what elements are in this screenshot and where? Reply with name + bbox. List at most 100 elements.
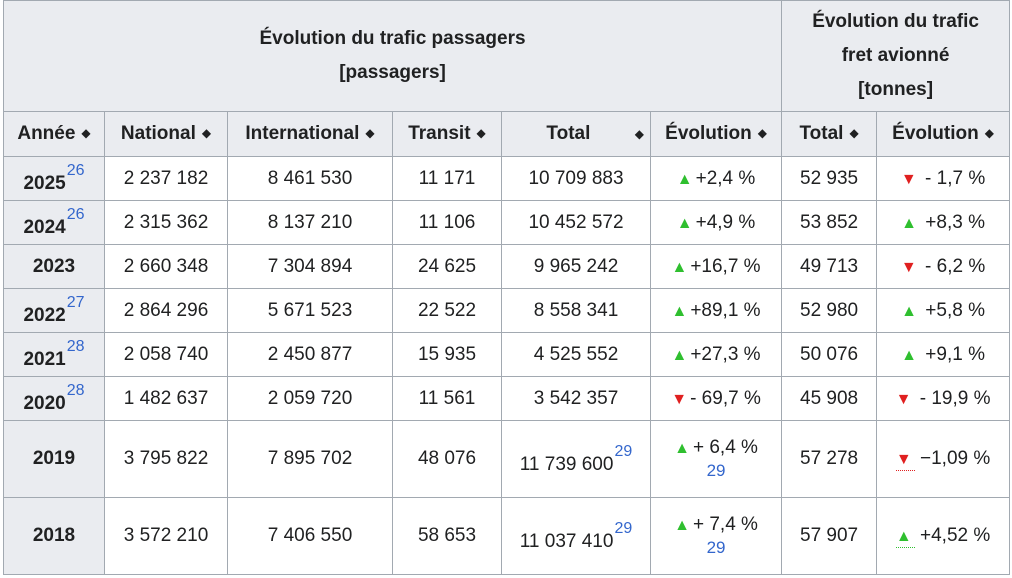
freight-evolution-cell: ▼ - 19,9 % [876, 376, 1011, 421]
evolution-cell: ▲ +2,4 % [649, 156, 783, 201]
col-header-transit[interactable]: Transit ◆ [392, 111, 502, 157]
international-cell: 2 450 877 [227, 332, 393, 377]
triangle-down-icon: ▼ [895, 390, 912, 408]
col-header-evolution-passengers[interactable]: Évolution ◆ [649, 111, 783, 157]
national-cell: 2 864 296 [104, 288, 228, 333]
international-cell: 5 671 523 [227, 288, 393, 333]
reference-link[interactable]: 26 [66, 206, 85, 223]
reference-link[interactable]: 28 [66, 338, 85, 355]
year-cell: 2019 [3, 420, 105, 498]
triangle-down-icon: ▼ [900, 170, 917, 188]
triangle-down-icon: ▼ [895, 450, 912, 468]
table-row: 202227 2 864 296 5 671 523 22 522 8 558 341 ▲… [3, 288, 1011, 333]
year-cell: 202128 [3, 332, 105, 377]
year-cell: 202526 [3, 156, 105, 201]
transit-cell: 15 935 [392, 332, 502, 377]
freight-evolution-cell: ▼ −1,09 % [876, 420, 1011, 498]
total-cell: 11 037 41029 [501, 497, 651, 575]
freight-total-cell: 57 278 [781, 420, 878, 498]
reference-link[interactable]: 29 [614, 442, 633, 460]
triangle-up-icon: ▲ [671, 346, 688, 364]
col-header-total-passengers[interactable]: ◆ Total [501, 111, 651, 157]
passengers-unit: [passagers] [339, 62, 446, 83]
total-cell: 9 965 242 [501, 244, 651, 289]
reference-link[interactable]: 28 [66, 382, 85, 399]
international-cell: 8 137 210 [227, 200, 393, 245]
evolution-marker: ▼ [895, 449, 915, 471]
transit-cell: 11 171 [392, 156, 502, 201]
freight-evolution-cell: ▲ +8,3 % [876, 200, 1011, 245]
evolution-cell: ▲ +16,7 % [649, 244, 783, 289]
table-row: 202426 2 315 362 8 137 210 11 106 10 452 572… [3, 200, 1011, 245]
freight-evolution-cell: ▲ +9,1 % [876, 332, 1011, 377]
table-row: 2023 2 660 348 7 304 894 24 625 9 965 242 ▲ +1… [3, 244, 1011, 289]
sort-icon[interactable]: ◆ [984, 126, 994, 140]
sort-icon[interactable]: ◆ [849, 126, 859, 140]
year-cell: 202028 [3, 376, 105, 421]
international-cell: 2 059 720 [227, 376, 393, 421]
col-header-evolution-freight[interactable]: Évolution ◆ [876, 111, 1011, 157]
year-cell: 202227 [3, 288, 105, 333]
transit-cell: 11 106 [392, 200, 502, 245]
triangle-up-icon: ▲ [674, 516, 690, 534]
transit-cell: 58 653 [392, 497, 502, 575]
col-header-annee[interactable]: Année ◆ [3, 111, 105, 157]
sort-icon[interactable]: ◆ [476, 126, 486, 140]
evolution-cell: ▲ + 7,4 % 29 [649, 497, 783, 575]
evolution-cell: ▲ +27,3 % [649, 332, 783, 377]
year-cell: 2018 [3, 497, 105, 575]
national-cell: 1 482 637 [104, 376, 228, 421]
triangle-up-icon: ▲ [676, 170, 693, 188]
freight-title-line1: Évolution du trafic [812, 11, 979, 32]
sort-icon[interactable]: ◆ [757, 126, 767, 140]
sort-icon[interactable]: ◆ [81, 126, 91, 140]
freight-evolution-cell: ▲ +4,52 % [876, 497, 1011, 575]
evolution-cell: ▲ + 6,4 % 29 [649, 420, 783, 498]
triangle-up-icon: ▲ [676, 214, 693, 232]
freight-total-cell: 53 852 [781, 200, 878, 245]
col-header-total-freight[interactable]: Total ◆ [781, 111, 878, 157]
total-cell: 10 452 572 [501, 200, 651, 245]
transit-cell: 22 522 [392, 288, 502, 333]
freight-evolution-cell: ▼ - 1,7 % [876, 156, 1011, 201]
national-cell: 2 315 362 [104, 200, 228, 245]
total-cell: 10 709 883 [501, 156, 651, 201]
col-header-national[interactable]: National ◆ [104, 111, 228, 157]
triangle-up-icon: ▲ [901, 346, 918, 364]
international-cell: 8 461 530 [227, 156, 393, 201]
reference-link[interactable]: 27 [66, 294, 85, 311]
triangle-up-icon: ▲ [671, 258, 688, 276]
reference-link[interactable]: 29 [614, 519, 633, 537]
sort-icon[interactable]: ◆ [634, 127, 644, 141]
reference-link[interactable]: 29 [706, 460, 726, 480]
freight-total-cell: 52 980 [781, 288, 878, 333]
freight-unit: [tonnes] [858, 79, 934, 100]
total-cell: 4 525 552 [501, 332, 651, 377]
evolution-marker: ▲ [895, 526, 915, 548]
reference-link[interactable]: 29 [706, 537, 726, 557]
national-cell: 3 572 210 [104, 497, 228, 575]
national-cell: 3 795 822 [104, 420, 228, 498]
reference-link[interactable]: 26 [66, 162, 85, 179]
evolution-cell: ▲ +89,1 % [649, 288, 783, 333]
sort-icon[interactable]: ◆ [201, 126, 212, 140]
triangle-down-icon: ▼ [671, 390, 688, 408]
transit-cell: 24 625 [392, 244, 502, 289]
freight-total-cell: 45 908 [781, 376, 878, 421]
national-cell: 2 237 182 [104, 156, 228, 201]
freight-evolution-cell: ▼ - 6,2 % [876, 244, 1011, 289]
evolution-cell: ▼ - 69,7 % [649, 376, 783, 421]
year-cell: 2023 [3, 244, 105, 289]
freight-total-cell: 52 935 [781, 156, 878, 201]
year-cell: 202426 [3, 200, 105, 245]
national-cell: 2 058 740 [104, 332, 228, 377]
table-row: 2018 3 572 210 7 406 550 58 653 11 037 41029… [3, 497, 1011, 575]
freight-title-line2: fret avionné [841, 45, 950, 66]
national-cell: 2 660 348 [104, 244, 228, 289]
sort-icon[interactable]: ◆ [365, 126, 375, 140]
international-cell: 7 304 894 [227, 244, 393, 289]
freight-total-cell: 49 713 [781, 244, 878, 289]
triangle-up-icon: ▲ [895, 527, 912, 545]
col-header-international[interactable]: International ◆ [227, 111, 393, 157]
